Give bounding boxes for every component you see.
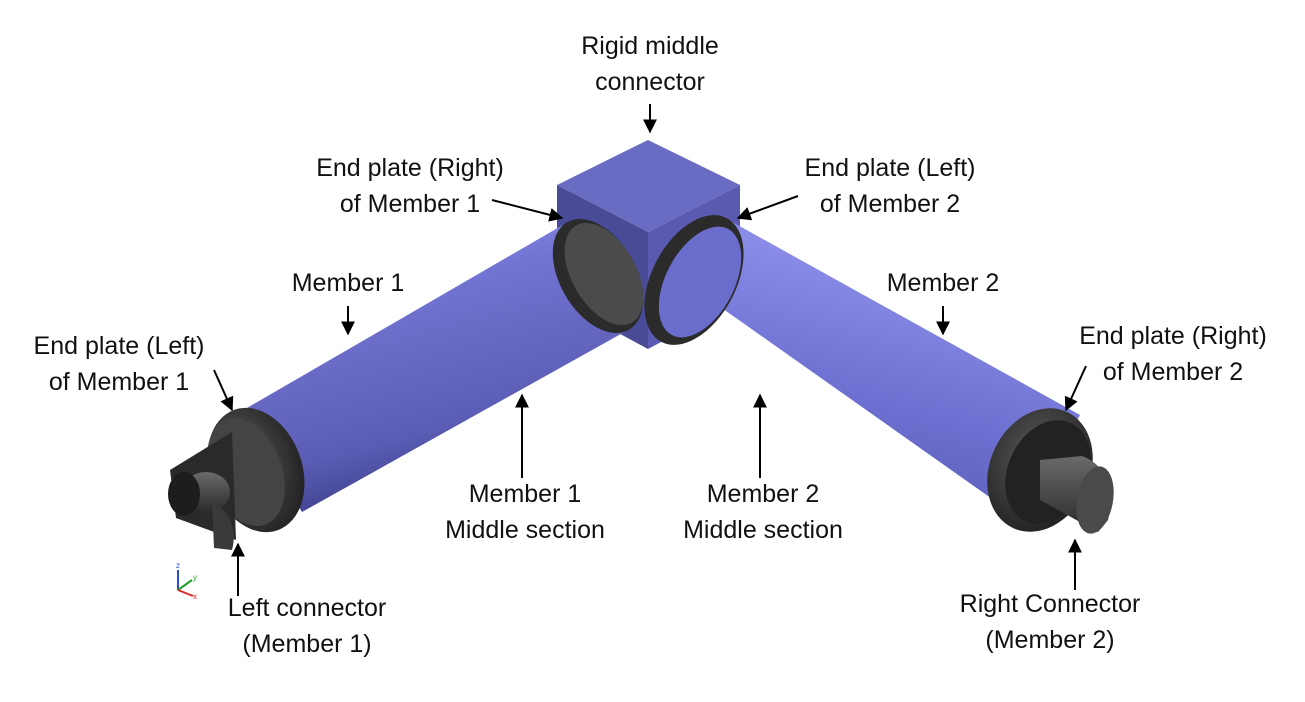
label-left-connector: Left connector (Member 1) <box>227 594 387 658</box>
label-member-1: Member 1 <box>291 269 405 297</box>
label-member-2-middle-section: Member 2 Middle section <box>683 480 843 544</box>
arrow-end-plate-left-m1 <box>213 369 234 412</box>
arrow-end-plate-left-m2 <box>736 195 799 221</box>
label-end-plate-left-member-2: End plate (Left) of Member 2 <box>804 154 976 218</box>
member-1 <box>168 219 644 550</box>
right-connector-member-2 <box>1040 456 1114 534</box>
left-connector-member-1 <box>168 432 236 550</box>
callout-arrows <box>213 104 1087 596</box>
label-end-plate-right-member-1: End plate (Right) of Member 1 <box>316 154 504 218</box>
axis-triad-icon: z y x <box>176 561 197 601</box>
member-2 <box>644 215 1114 534</box>
label-right-connector: Right Connector (Member 2) <box>959 590 1141 654</box>
label-end-plate-right-member-2: End plate (Right) of Member 2 <box>1079 322 1267 386</box>
end-plate-right-member-1 <box>552 219 644 333</box>
label-rigid-middle-connector: Rigid middle connector <box>581 32 719 96</box>
triad-x-label: x <box>193 592 197 601</box>
end-plate-left-member-2 <box>644 215 744 345</box>
triad-z-label: z <box>176 561 180 570</box>
triad-y-label: y <box>193 573 197 582</box>
label-member-2: Member 2 <box>886 269 1000 297</box>
label-member-1-middle-section: Member 1 Middle section <box>445 480 605 544</box>
arrow-end-plate-right-m1 <box>491 199 564 222</box>
label-end-plate-left-member-1: End plate (Left) of Member 1 <box>33 332 205 396</box>
arrow-end-plate-right-m2 <box>1064 365 1087 412</box>
